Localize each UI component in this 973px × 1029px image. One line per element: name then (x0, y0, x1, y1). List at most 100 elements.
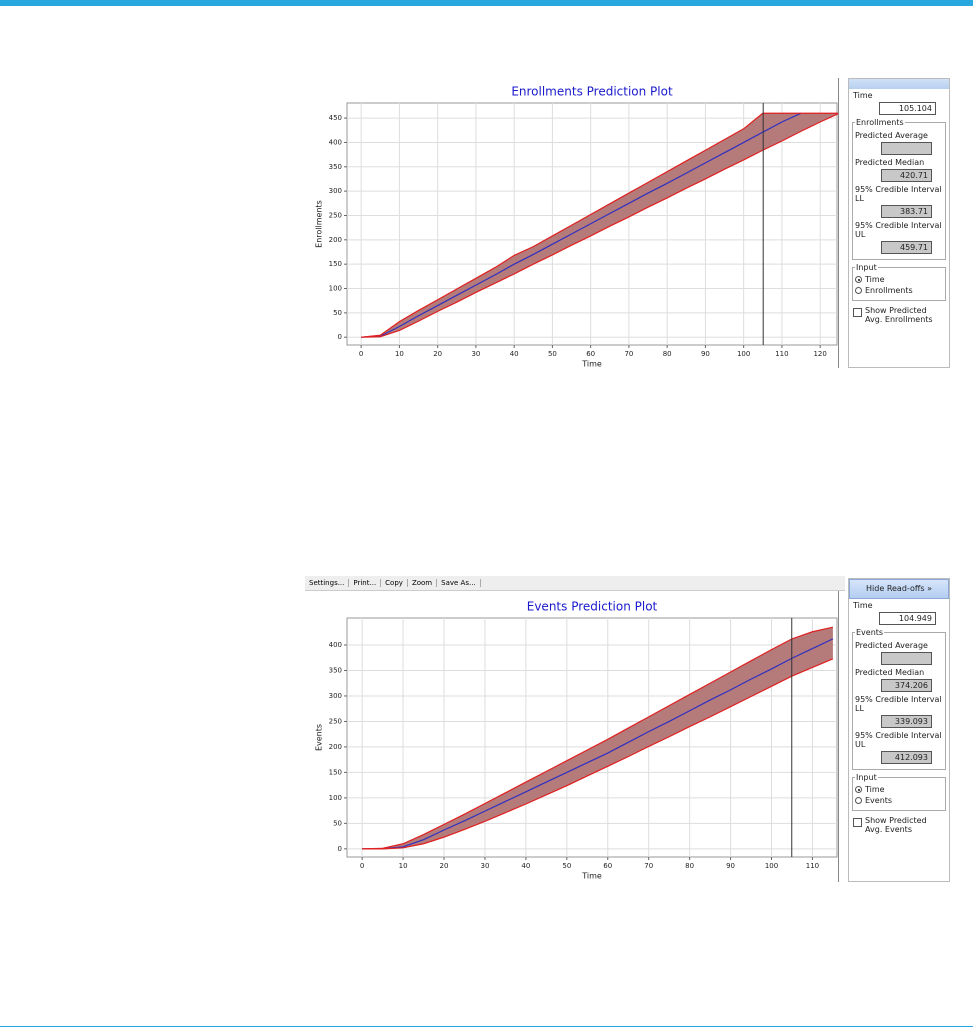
toolbar-button[interactable]: Settings... (305, 579, 350, 587)
readoff-panel: Hide Read-offs » Time 104.949 Events Predict… (848, 578, 950, 882)
y-tick-label: 200 (329, 236, 342, 244)
x-tick-label: 110 (806, 862, 819, 870)
x-tick-label: 0 (360, 862, 364, 870)
toolbar-button[interactable]: Save As... (437, 579, 481, 587)
readoff-group: Events Predicted Average Predicted Median 3… (852, 628, 946, 770)
y-tick-label: 450 (329, 114, 342, 122)
checkbox-option[interactable]: Show Predicted Avg. Enrollments (849, 304, 949, 324)
y-tick-label: 300 (329, 692, 342, 700)
radio-option[interactable]: Enrollments (855, 286, 943, 295)
radio-label: Time (865, 275, 885, 284)
x-tick-label: 10 (395, 350, 404, 358)
y-tick-label: 250 (329, 717, 342, 725)
time-label: Time (853, 91, 873, 100)
toolbar-button[interactable]: Print... (349, 579, 382, 587)
y-axis-label: Events (315, 724, 324, 751)
input-group: Input Time Enrollments (852, 263, 946, 301)
field-label: 95% Credible Interval UL (855, 731, 942, 749)
x-tick-label: 90 (701, 350, 710, 358)
y-tick-label: 150 (329, 768, 342, 776)
checkbox-label: Show Predicted Avg. Enrollments (865, 306, 933, 324)
radio-option[interactable]: Time (855, 785, 943, 794)
field-label: Predicted Average (855, 641, 928, 650)
y-tick-label: 0 (338, 845, 342, 853)
x-tick-label: 60 (586, 350, 595, 358)
x-tick-label: 50 (548, 350, 557, 358)
x-axis-label: Time (581, 872, 602, 881)
toolbar: Settings... Print... Copy Zoom Save As... (305, 576, 845, 591)
field-label: Predicted Median (855, 668, 925, 677)
radio-label: Time (865, 785, 885, 794)
toolbar-button[interactable]: Copy (381, 579, 408, 587)
group-label: Input (856, 773, 877, 782)
y-tick-label: 250 (329, 211, 342, 219)
chart: 0 10 20 30 40 50 60 70 80 90 100 110 0 50 100 150 200 250… (315, 600, 838, 881)
series-line (361, 112, 838, 338)
radio (855, 276, 862, 283)
readoff-group: Enrollments Predicted Average Predicted Me… (852, 118, 946, 260)
top-bar (0, 0, 973, 6)
checkbox (853, 308, 862, 317)
series-line (362, 626, 834, 850)
series-line (362, 638, 834, 850)
x-tick-label: 90 (726, 862, 735, 870)
chart-title: Enrollments Prediction Plot (511, 85, 673, 99)
radio (855, 786, 862, 793)
credible-band (362, 627, 833, 849)
x-tick-label: 120 (813, 350, 826, 358)
divider (838, 78, 839, 368)
field-label: 95% Credible Interval LL (855, 185, 942, 203)
x-tick-label: 80 (663, 350, 672, 358)
group-label: Events (856, 628, 884, 637)
checkbox-label: Show Predicted Avg. Events (865, 816, 927, 834)
y-tick-label: 350 (329, 666, 342, 674)
x-tick-label: 10 (399, 862, 408, 870)
field-label: 95% Credible Interval UL (855, 221, 942, 239)
radio-option[interactable]: Events (855, 796, 943, 805)
y-tick-label: 150 (329, 260, 342, 268)
radio-option[interactable]: Time (855, 275, 943, 284)
y-tick-label: 100 (329, 794, 342, 802)
toolbar-button[interactable]: Zoom (408, 579, 438, 587)
group-label: Enrollments (856, 118, 904, 127)
y-axis-label: Enrollments (315, 200, 324, 248)
radio (855, 287, 862, 294)
x-tick-label: 30 (480, 862, 489, 870)
x-axis-label: Time (581, 360, 602, 369)
x-tick-label: 70 (624, 350, 633, 358)
time-input[interactable]: 105.104 (879, 102, 936, 115)
y-tick-label: 50 (333, 309, 342, 317)
divider (838, 578, 839, 882)
checkbox-option[interactable]: Show Predicted Avg. Events (849, 814, 949, 834)
x-tick-label: 20 (440, 862, 449, 870)
time-input[interactable]: 104.949 (879, 612, 936, 625)
field-label: Predicted Average (855, 131, 928, 140)
field-value: 339.093 (881, 715, 932, 728)
x-tick-label: 80 (685, 862, 694, 870)
x-tick-label: 40 (510, 350, 519, 358)
x-tick-label: 70 (644, 862, 653, 870)
series-line (361, 112, 802, 338)
field-value (881, 652, 932, 665)
bottom-rule (0, 1026, 973, 1027)
y-tick-label: 350 (329, 163, 342, 171)
x-tick-label: 40 (521, 862, 530, 870)
y-tick-label: 300 (329, 187, 342, 195)
y-tick-label: 400 (329, 138, 342, 146)
x-tick-label: 20 (433, 350, 442, 358)
series-line (361, 113, 838, 338)
x-tick-label: 60 (603, 862, 612, 870)
hide-readoffs-button[interactable]: Hide Read-offs » (849, 579, 949, 599)
x-tick-label: 110 (775, 350, 788, 358)
readoff-panel: Time 105.104 Enrollments Predicted Average P… (848, 78, 950, 368)
x-tick-label: 50 (562, 862, 571, 870)
group-label: Input (856, 263, 877, 272)
y-tick-label: 100 (329, 285, 342, 293)
field-label: Predicted Median (855, 158, 925, 167)
y-tick-label: 50 (333, 819, 342, 827)
panel-header (849, 79, 949, 89)
radio-label: Events (865, 796, 893, 805)
x-tick-label: 30 (471, 350, 480, 358)
x-tick-label: 0 (359, 350, 363, 358)
